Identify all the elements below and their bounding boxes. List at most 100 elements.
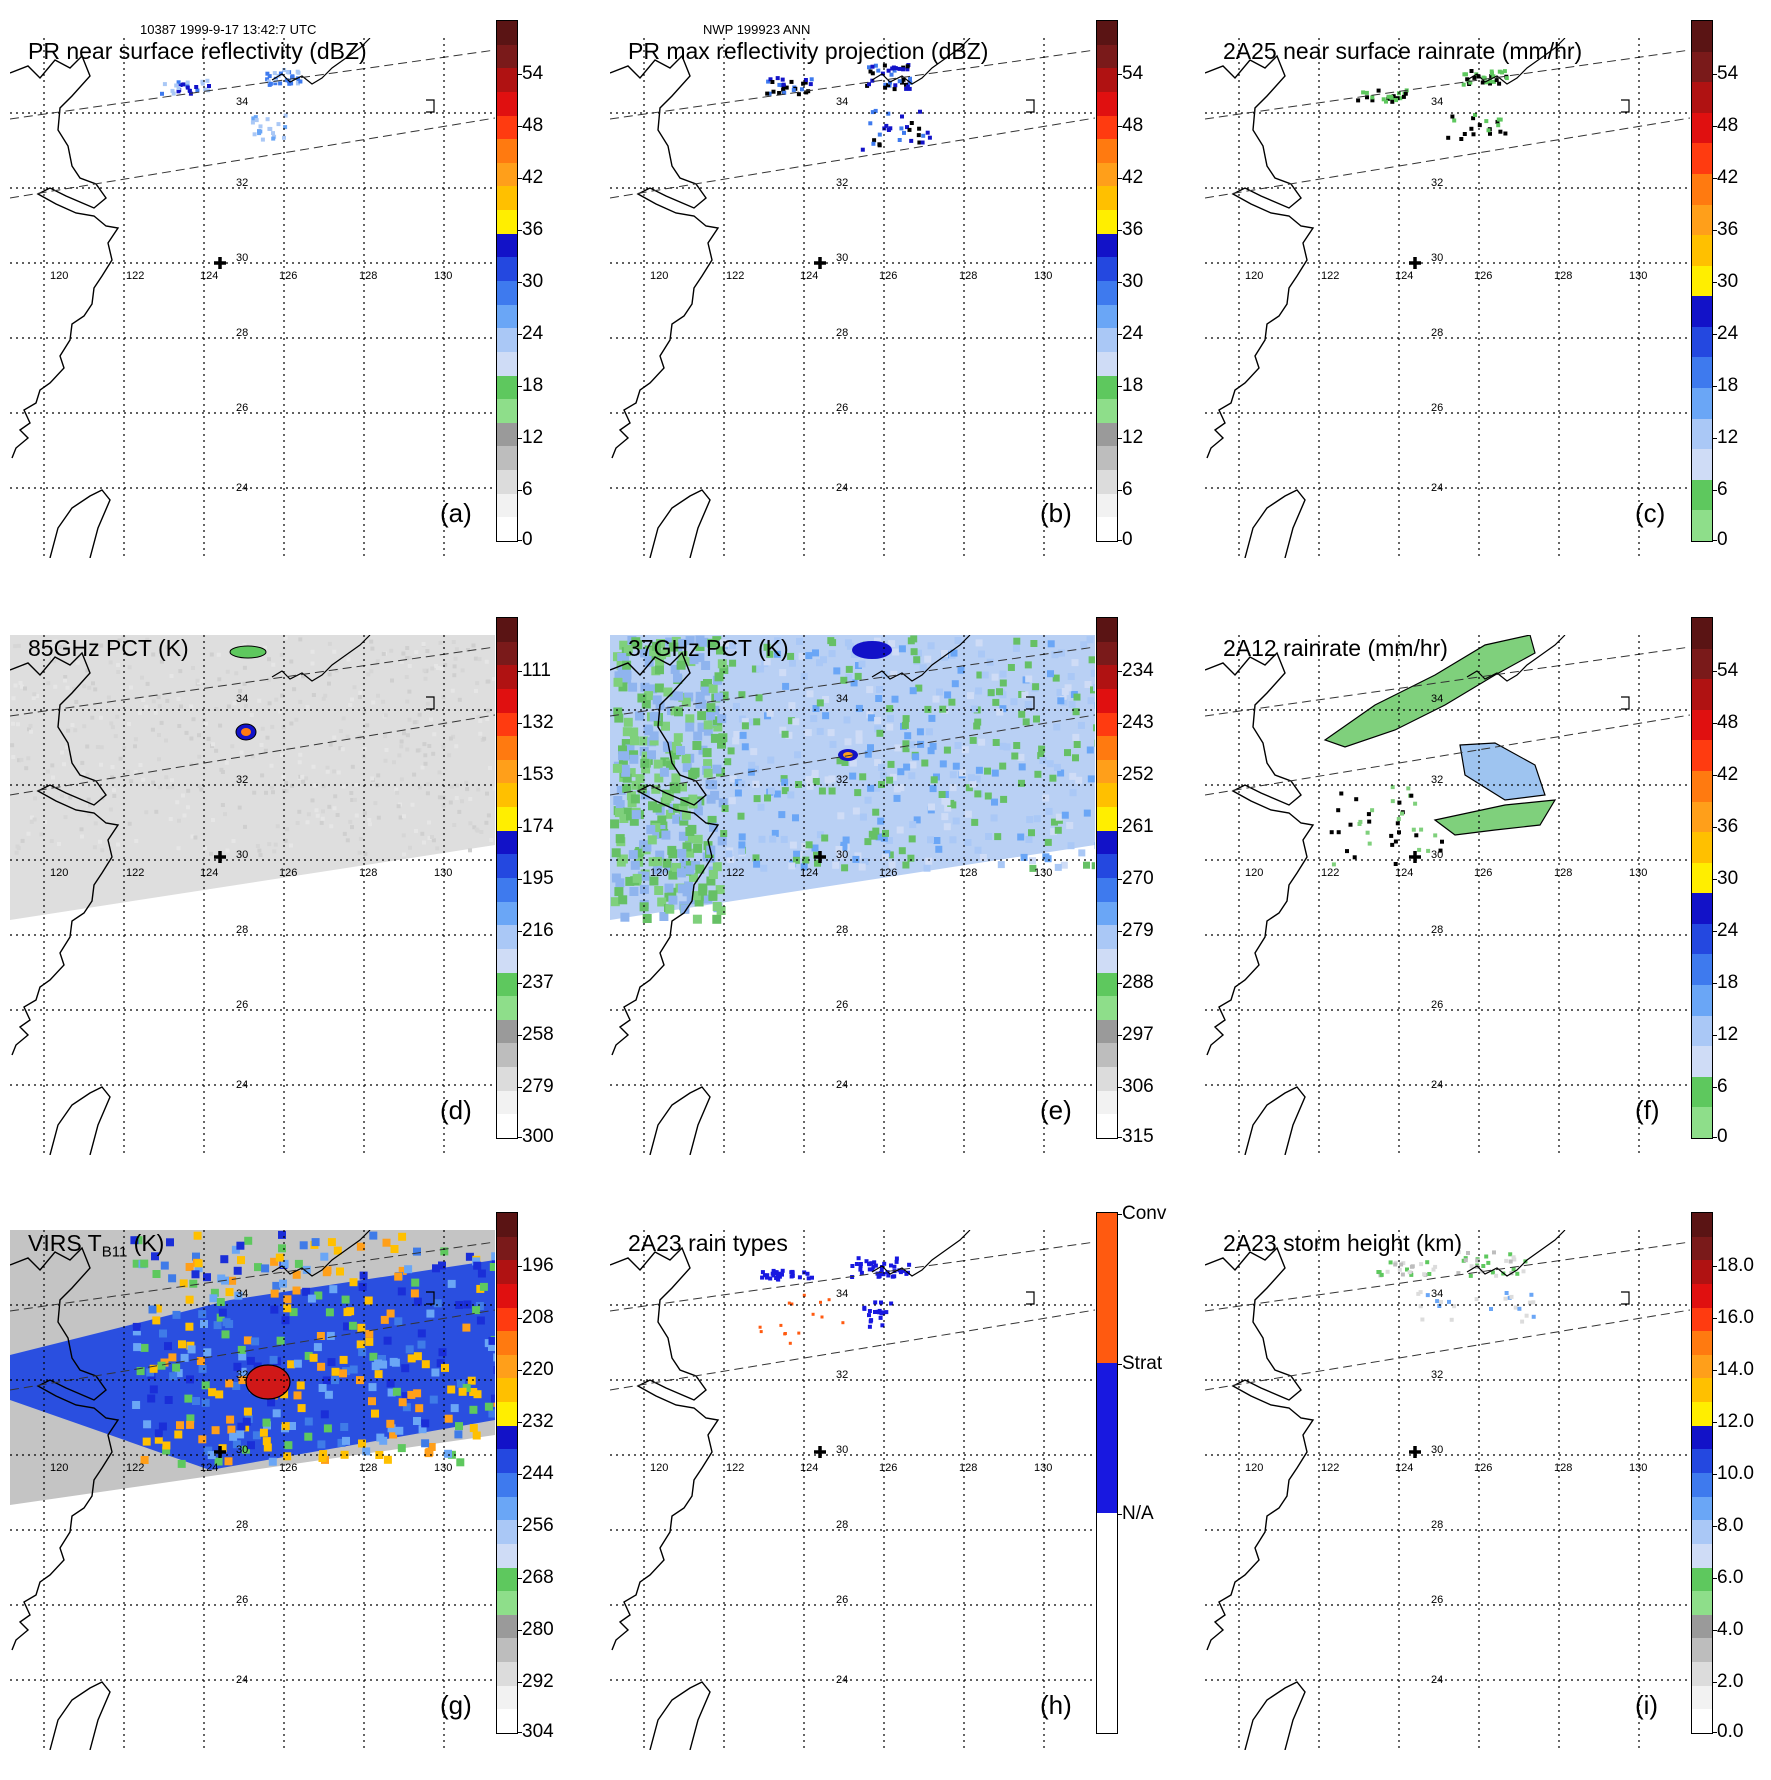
colorbar-segment: [1692, 985, 1712, 1016]
pct37-sea: [1062, 688, 1069, 695]
colorbar-tick: [1712, 438, 1717, 439]
pct-noise: [73, 728, 77, 732]
pct37-sea: [880, 772, 887, 779]
pct37-land: [648, 835, 657, 844]
height-echo: [1389, 1260, 1393, 1264]
rain12-speck: [1358, 820, 1362, 824]
lat-label: 24: [836, 1674, 848, 1686]
pct37-sea: [739, 833, 746, 840]
pct37-sea: [933, 696, 940, 703]
pct-noise: [312, 765, 316, 769]
pct-noise: [170, 785, 174, 789]
pr-echo: [277, 122, 281, 126]
colorbar-segment: [497, 1284, 517, 1308]
pr-echo: [278, 81, 282, 85]
pct-noise: [270, 764, 274, 768]
pct37-sea: [845, 738, 852, 745]
colorbar-tick: [517, 1035, 522, 1036]
lat-label: 26: [836, 1594, 848, 1606]
lat-label: 30: [836, 849, 848, 861]
pct-noise: [144, 810, 148, 814]
pct37-land: [661, 831, 670, 840]
lon-label: 130: [434, 867, 452, 879]
pct37-sea: [829, 639, 836, 646]
pct-noise: [243, 666, 247, 670]
colorbar-segment: [497, 1638, 517, 1662]
pct37-land: [653, 804, 662, 813]
pct37-sea: [1013, 638, 1020, 645]
height-echo: [1517, 1307, 1521, 1311]
pct-noise: [144, 705, 148, 709]
colorbar-tick-label: 300: [522, 1126, 554, 1148]
colorbar-segment: [1097, 1091, 1117, 1115]
colorbar-tick-label: 6.0: [1717, 1567, 1743, 1589]
pct-noise: [455, 796, 459, 800]
pct37-sea: [774, 791, 781, 798]
colorbar-tick: [1712, 931, 1717, 932]
pct-noise: [405, 748, 409, 752]
pct37-sea: [994, 833, 1001, 840]
type-strat: [867, 1262, 871, 1266]
pct-noise: [412, 773, 416, 777]
pct37-sea: [949, 836, 956, 843]
lon-label: 130: [434, 270, 452, 282]
colorbar-segment: [497, 1426, 517, 1450]
virs-cloud: [188, 1345, 196, 1353]
pct-noise: [51, 776, 55, 780]
pct-noise: [164, 775, 168, 779]
pct37-sea: [1056, 814, 1063, 821]
virs-cloud: [164, 1342, 172, 1350]
virs-cloud: [473, 1432, 481, 1440]
virs-cloud: [186, 1263, 194, 1271]
colorbar-tick-label: 30: [1122, 271, 1143, 293]
pct37-sea: [899, 645, 906, 652]
virs-cloud: [178, 1340, 186, 1348]
virs-cloud: [468, 1377, 476, 1385]
virs-cloud: [478, 1270, 486, 1278]
pct-noise: [211, 742, 215, 746]
pct37-sea: [1073, 708, 1080, 715]
prmax-echo: [890, 67, 894, 71]
coastline-japan: [1621, 100, 1629, 112]
pct37-land: [663, 688, 672, 697]
virs-cloud: [383, 1239, 391, 1247]
colorbar-tick-label: 18.0: [1717, 1255, 1754, 1277]
pr-echo: [265, 72, 269, 76]
pct37-land: [706, 780, 715, 789]
pct37-sea: [876, 730, 883, 737]
colorbar-segment: [1097, 186, 1117, 210]
pct37-land: [621, 768, 630, 777]
pct37-sea: [1034, 771, 1041, 778]
virs-cloud: [439, 1348, 447, 1356]
pct-noise: [100, 848, 104, 852]
lon-label: 124: [800, 1462, 818, 1474]
colorbar-segment: [1097, 713, 1117, 737]
pct-noise: [339, 729, 343, 733]
map-area: [10, 1230, 495, 1750]
colorbar-segment: [1097, 446, 1117, 470]
map-area: [610, 635, 1095, 1155]
colorbar-tick: [517, 334, 522, 335]
pct37-sea: [930, 743, 937, 750]
lon-label: 126: [879, 867, 897, 879]
virs-cloud: [321, 1410, 329, 1418]
virs-cloud: [267, 1398, 275, 1406]
virs-cloud: [278, 1231, 286, 1239]
virs-cloud: [344, 1308, 352, 1316]
pct-noise: [99, 716, 103, 720]
prmax-echo: [770, 80, 774, 84]
virs-cloud: [324, 1424, 332, 1432]
type-strat: [872, 1260, 876, 1264]
pct-noise: [452, 640, 456, 644]
colorbar-tick: [1117, 540, 1122, 541]
colorbar-segment: [1097, 618, 1117, 642]
pct37-sea: [854, 789, 861, 796]
lon-label: 130: [1034, 270, 1052, 282]
panel-label: (f): [1635, 1095, 1660, 1126]
type-strat: [879, 1301, 883, 1305]
pct37-sea: [1068, 842, 1075, 849]
virs-cloud: [141, 1344, 149, 1352]
colorbar-tick: [1712, 386, 1717, 387]
colorbar-tick-label: 132: [522, 712, 554, 734]
pct37-sea: [1048, 640, 1055, 647]
